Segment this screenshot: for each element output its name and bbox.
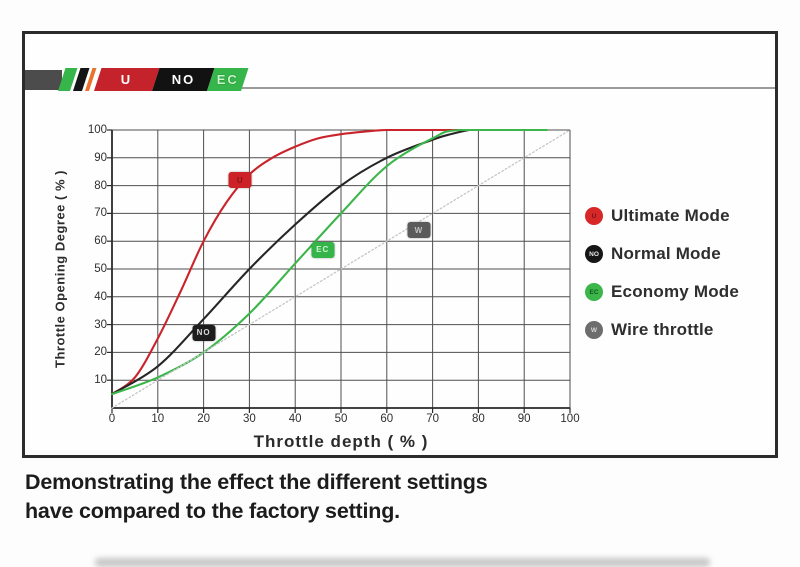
cropped-content-strip — [95, 558, 710, 567]
plot-area: U NO EC W — [112, 130, 570, 408]
curve-normal-mode — [112, 130, 478, 394]
x-tick-label: 90 — [517, 413, 531, 425]
x-tick-label: 30 — [242, 413, 256, 425]
caption-line-2: have compared to the factory setting. — [25, 498, 400, 523]
y-tick-label: 20 — [94, 346, 107, 359]
brand-banner: U NO EC — [25, 68, 775, 92]
y-tick-labels: 10 20 30 40 50 60 70 80 90 100 — [77, 124, 107, 408]
banner-segment-label: NO — [171, 72, 195, 87]
curve-economy-mode — [112, 130, 547, 394]
x-tick-label: 80 — [471, 413, 485, 425]
caption-line-1: Demonstrating the effect the different s… — [25, 470, 488, 494]
banner-divider-line — [225, 87, 775, 89]
banner-segment-normal: NO — [152, 68, 215, 91]
y-tick-label: 50 — [94, 263, 107, 275]
y-tick-label: 60 — [94, 235, 107, 248]
plot-badge-no: NO — [192, 324, 216, 341]
x-tick-label: 60 — [380, 413, 394, 425]
legend-item-normal-mode: NO Normal Mode — [585, 242, 739, 266]
y-tick-label: 80 — [94, 179, 107, 192]
x-tick-label: 0 — [108, 413, 116, 425]
y-tick-label: 10 — [94, 374, 107, 387]
banner-gray-bar — [25, 70, 62, 90]
y-tick-label: 70 — [94, 207, 107, 220]
figure-caption: Demonstrating the effect the different s… — [25, 468, 605, 525]
chart-canvas — [112, 130, 570, 408]
legend-label: Economy Mode — [611, 282, 740, 301]
legend-item-economy-mode: EC Economy Mode — [585, 280, 739, 304]
curves-group — [112, 130, 570, 408]
legend-item-wire-throttle: W Wire throttle — [585, 318, 739, 342]
curve-wire-throttle — [112, 130, 570, 408]
legend-badge-icon: EC — [585, 283, 603, 301]
x-tick-label: 70 — [426, 413, 439, 425]
x-tick-label: 20 — [197, 413, 210, 425]
banner-segment-label: U — [121, 72, 133, 87]
curve-ultimate-mode — [112, 130, 478, 394]
grid-lines — [107, 130, 570, 413]
banner-segment-label: EC — [216, 72, 239, 87]
y-tick-label: 90 — [94, 151, 107, 164]
x-axis-title: Throttle depth ( % ) — [253, 432, 429, 451]
legend-badge-icon: W — [585, 321, 603, 339]
y-tick-label: 30 — [94, 318, 107, 331]
x-tick-label: 50 — [334, 413, 348, 425]
plot-badge-u: U — [228, 172, 252, 189]
legend-badge-icon: NO — [585, 245, 603, 263]
plot-badge-ec: EC — [311, 241, 335, 258]
plot-badge-w: W — [407, 222, 431, 239]
legend-item-ultimate-mode: U Ultimate Mode — [585, 204, 739, 228]
x-tick-labels: 0 10 20 30 40 50 60 70 80 90 100 — [108, 413, 580, 427]
legend-label: Normal Mode — [611, 244, 721, 263]
x-tick-label: 100 — [560, 413, 580, 425]
chart-legend: U Ultimate Mode NO Normal Mode EC Economy Mod… — [585, 204, 739, 356]
legend-label: Ultimate Mode — [611, 206, 730, 225]
y-axis-title: Throttle Opening Degree ( % ) — [52, 170, 68, 368]
legend-badge-icon: U — [585, 207, 603, 225]
y-tick-label: 100 — [87, 124, 107, 136]
banner-segment-ultimate: U — [94, 68, 160, 91]
banner-stripes: U NO EC — [58, 68, 249, 91]
y-tick-label: 40 — [94, 290, 107, 303]
figure-frame: U NO EC Throttle Opening Degree ( % ) Th… — [22, 31, 778, 458]
x-tick-label: 40 — [288, 413, 302, 425]
x-tick-label: 10 — [151, 413, 165, 425]
legend-label: Wire throttle — [611, 320, 714, 339]
